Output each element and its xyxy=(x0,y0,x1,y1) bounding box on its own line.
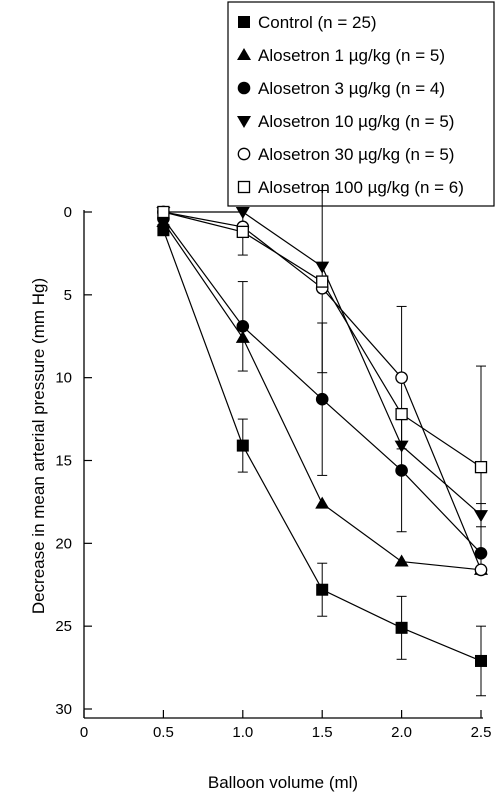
legend-marker-2 xyxy=(237,48,251,60)
legend-frame xyxy=(227,1,495,207)
legend-label-6: Alosetron 100 µg/kg (n = 6) xyxy=(258,178,464,197)
data-point-series-1 xyxy=(157,224,170,237)
legend-marker-1 xyxy=(238,16,250,28)
data-point-series-1 xyxy=(395,621,408,634)
data-point-series-6 xyxy=(316,275,329,288)
data-point-series-6 xyxy=(236,225,249,239)
x-tick-label: 2.5 xyxy=(471,724,492,741)
data-point-series-4 xyxy=(235,207,250,219)
legend-label-1: Control (n = 25) xyxy=(258,13,377,32)
y-tick-label: 0 xyxy=(64,204,72,221)
x-axis-label: Balloon volume (ml) xyxy=(208,773,358,792)
data-point-series-1 xyxy=(475,654,487,667)
x-tick-label: 1.5 xyxy=(312,724,333,741)
data-point-series-1 xyxy=(236,439,249,452)
data-point-series-3 xyxy=(395,464,408,477)
data-point-series-1 xyxy=(316,583,329,596)
y-tick-label: 15 xyxy=(55,453,72,470)
y-tick-label: 25 xyxy=(55,618,72,635)
legend-label-2: Alosetron 1 µg/kg (n = 5) xyxy=(258,46,445,65)
data-point-series-4 xyxy=(474,510,488,523)
legend-marker-5 xyxy=(237,147,251,161)
axes: 0 5 10 15 20 25 30 0 0.5 1.0 1.5 2.0 2.5 xyxy=(55,204,491,741)
data-point-series-6 xyxy=(157,205,170,219)
data-point-series-2 xyxy=(315,496,330,509)
x-tick-label: 2.0 xyxy=(391,724,412,741)
legend-label-3: Alosetron 3 µg/kg (n = 4) xyxy=(258,79,445,98)
x-tick-label: 0.5 xyxy=(153,724,174,741)
x-tick-label: 0 xyxy=(80,724,88,741)
data-point-series-6 xyxy=(474,460,488,474)
y-tick-label: 30 xyxy=(55,701,72,718)
legend: Control (n = 25) Alosetron 1 µg/kg (n = 5… xyxy=(227,1,495,207)
y-axis-label: Decrease in mean arterial pressure (mm H… xyxy=(29,278,48,614)
legend-marker-4 xyxy=(237,116,251,128)
data-point-series-4 xyxy=(394,440,409,453)
data-point-series-3 xyxy=(474,546,488,560)
data-point-series-3 xyxy=(315,392,329,406)
legend-label-5: Alosetron 30 µg/kg (n = 5) xyxy=(258,145,454,164)
legend-label-4: Alosetron 10 µg/kg (n = 5) xyxy=(258,112,454,131)
data-point-series-5 xyxy=(474,563,488,577)
data-point-series-2 xyxy=(235,330,250,343)
data-point-series-3 xyxy=(236,320,250,333)
y-tick-label: 5 xyxy=(64,287,72,304)
plot-area xyxy=(156,189,488,697)
legend-marker-3 xyxy=(237,81,251,95)
data-point-series-6 xyxy=(395,407,408,421)
data-point-series-2 xyxy=(394,554,409,567)
data-point-series-4 xyxy=(315,261,330,274)
y-tick-label: 10 xyxy=(55,370,72,387)
y-tick-label: 20 xyxy=(55,535,72,552)
x-tick-label: 1.0 xyxy=(232,724,253,741)
legend-marker-6 xyxy=(237,180,251,194)
data-point-series-5 xyxy=(395,371,408,385)
